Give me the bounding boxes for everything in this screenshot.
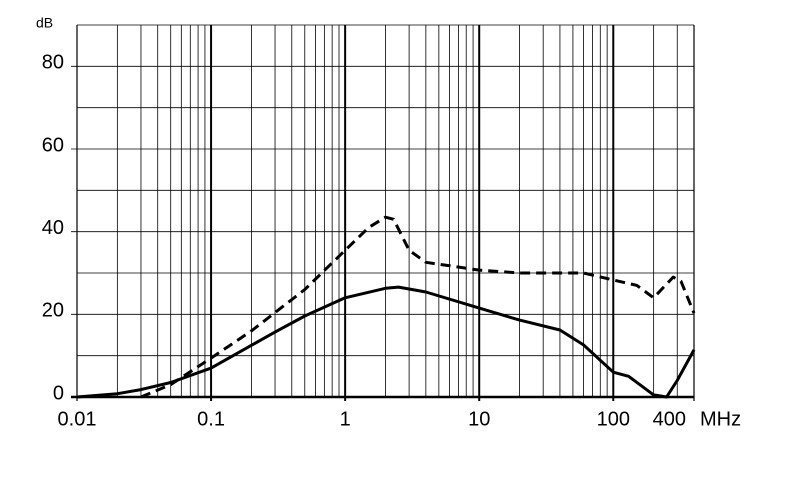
x-tick-label: 0.1: [197, 408, 225, 430]
x-tick-label: 0.01: [58, 408, 97, 430]
data-line: [140, 215, 696, 399]
x-tick-label: 100: [597, 408, 630, 430]
x-tick-label: 1: [340, 408, 351, 430]
y-tick-label: 80: [42, 52, 64, 74]
x-axis-label: MHz: [700, 408, 741, 430]
y-tick-label: 0: [53, 382, 64, 404]
x-tick-label: 10: [468, 408, 490, 430]
y-tick-label: 20: [42, 300, 64, 322]
x-tick-label: 400: [653, 408, 686, 430]
data-line: [76, 285, 696, 399]
y-tick-label: 60: [42, 134, 64, 156]
y-axis-label: dB: [36, 15, 53, 31]
y-tick-label: 40: [42, 217, 64, 239]
